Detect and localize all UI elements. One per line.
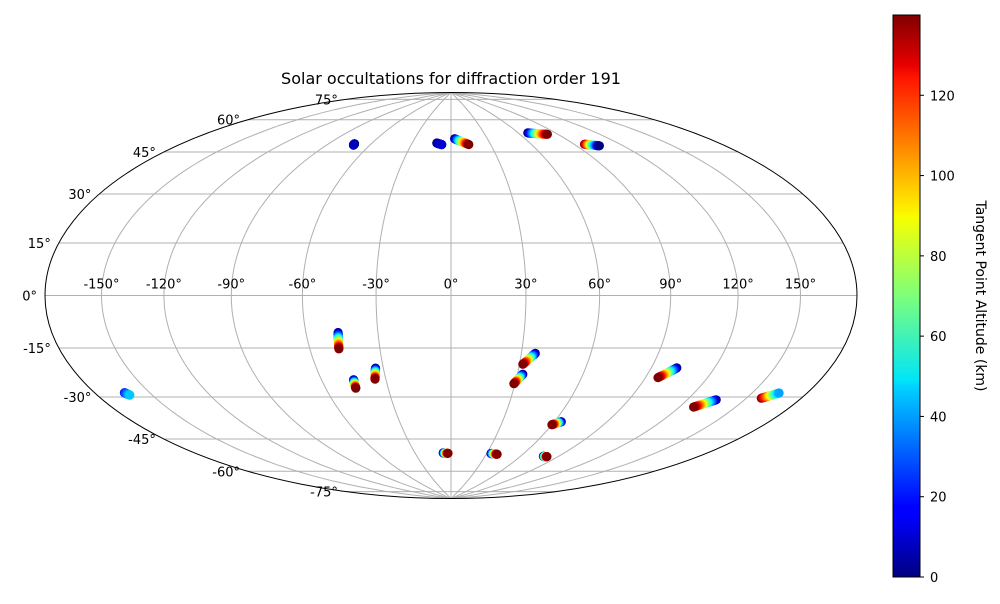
occultation-point (518, 359, 528, 369)
occultation-point (370, 374, 380, 384)
x-tick-label: -120° (146, 278, 182, 293)
occultation-point (653, 373, 663, 383)
occultation-point (547, 420, 557, 430)
colorbar-tick-label: 80 (930, 250, 947, 265)
occultation-point (542, 452, 552, 462)
colorbar-label: Tangent Point Altitude (km) (972, 199, 988, 391)
colorbar-gradient (892, 14, 921, 578)
x-tick-label: -60° (289, 278, 317, 293)
y-tick-label: -15° (23, 342, 51, 357)
x-tick-label: -30° (362, 278, 390, 293)
y-tick-label: 30° (68, 188, 91, 203)
colorbar-tick-label: 60 (930, 330, 947, 345)
colorbar-tick-label: 40 (930, 410, 947, 425)
y-tick-label: 60° (217, 114, 240, 129)
occultation-point (464, 139, 474, 150)
y-tick-label: 45° (133, 146, 156, 161)
y-tick-label: 15° (28, 237, 51, 252)
x-tick-label: 30° (514, 278, 537, 293)
x-tick-label: 60° (588, 278, 611, 293)
x-tick-label: -150° (83, 278, 119, 293)
occultation-point (689, 402, 699, 412)
colorbar-tick-label: 100 (930, 170, 955, 185)
y-tick-label: -60° (212, 465, 240, 480)
y-tick-label: -75° (310, 486, 338, 501)
x-tick-label: 150° (785, 278, 816, 293)
y-tick-label: -45° (128, 433, 156, 448)
longitude-ticks: -150° -120° -90° -60° -30° 0° 30° 60° 90° 120° 150… (83, 278, 816, 293)
scatter-points (119, 128, 784, 462)
occultation-point (334, 344, 344, 354)
colorbar-tick-label: 0 (930, 571, 938, 586)
occultation-point (594, 141, 605, 151)
occultation-point (542, 129, 553, 139)
occultation-point (509, 379, 519, 389)
graticule (45, 92, 857, 499)
x-tick-label: 120° (722, 278, 753, 293)
occultation-point (348, 140, 359, 150)
y-tick-label: 0° (22, 290, 37, 305)
occultation-point (125, 390, 135, 400)
y-tick-label: 75° (315, 93, 338, 108)
x-tick-label: -90° (217, 278, 245, 293)
colorbar: 0 20 40 60 80 100 120 Tangent Point Altitude (… (892, 14, 988, 586)
map-frame (44, 92, 858, 499)
chart-title: Solar occultations for diffraction order… (281, 69, 621, 88)
x-tick-label: 90° (659, 278, 682, 293)
occultation-point (774, 388, 784, 398)
occultation-point (351, 383, 361, 393)
occultation-point (492, 449, 502, 459)
occultation-point (437, 140, 447, 150)
latitude-ticks: 75° 60° 45° 30° 15° 0° -15° -30° -45° -60° -75° (22, 93, 338, 500)
colorbar-ticks: 0 20 40 60 80 100 120 (920, 89, 955, 586)
occultation-point (443, 448, 453, 458)
x-tick-label: 0° (444, 278, 459, 293)
y-tick-label: -30° (64, 391, 92, 406)
colorbar-tick-label: 20 (930, 491, 947, 506)
colorbar-tick-label: 120 (930, 89, 955, 104)
